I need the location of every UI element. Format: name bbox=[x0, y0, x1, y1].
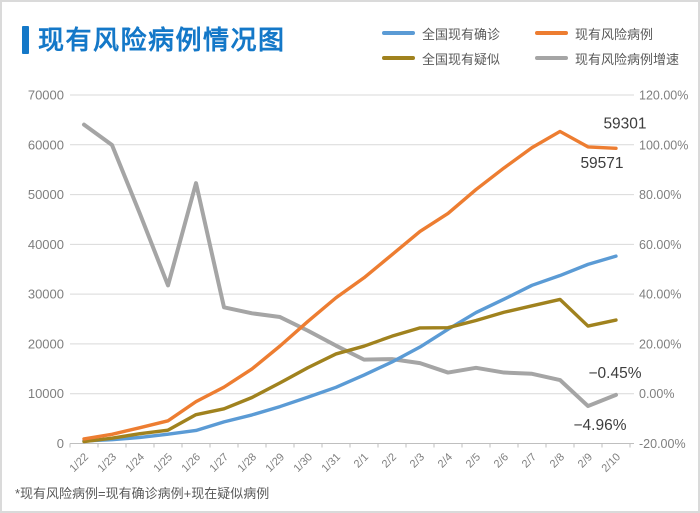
right-axis-tick-label: -20.00% bbox=[639, 437, 686, 451]
x-axis-tick-label: 2/6 bbox=[492, 451, 511, 470]
x-axis-tick-label: 1/26 bbox=[179, 451, 203, 475]
x-axis-tick-label: 1/30 bbox=[291, 451, 315, 475]
title-accent-bar bbox=[22, 26, 29, 54]
legend-label: 全国现有疑似 bbox=[422, 51, 501, 67]
legend-line-swatch bbox=[382, 31, 415, 35]
x-axis-tick-label: 2/1 bbox=[352, 451, 371, 470]
chart-legend: 全国现有确诊 现有风险病例全国现有疑似 现有风险病例增速 bbox=[382, 23, 698, 68]
data-label: −4.96% bbox=[573, 417, 626, 434]
data-label: 59301 bbox=[603, 115, 646, 132]
x-axis-tick-label: 1/24 bbox=[123, 451, 147, 475]
legend-item: 全国现有确诊 bbox=[382, 23, 535, 43]
right-axis-tick-label: 100.00% bbox=[639, 138, 688, 152]
legend-line-swatch bbox=[535, 31, 568, 35]
legend-label: 现有风险病例 bbox=[575, 26, 654, 42]
series-line bbox=[82, 254, 618, 443]
series-line bbox=[82, 129, 618, 441]
x-axis-tick-label: 2/10 bbox=[599, 451, 623, 475]
right-axis-tick-label: 40.00% bbox=[639, 288, 681, 302]
right-axis-tick-label: 60.00% bbox=[639, 238, 681, 252]
left-axis-tick-label: 30000 bbox=[28, 287, 64, 302]
chart-footnote: *现有风险病例=现有确诊病例+现在疑似病例 bbox=[15, 486, 270, 501]
left-axis-tick-label: 10000 bbox=[28, 386, 64, 401]
x-axis-tick-label: 2/8 bbox=[548, 451, 567, 470]
x-axis-tick-label: 1/22 bbox=[67, 451, 91, 475]
x-axis-tick-label: 1/29 bbox=[263, 451, 287, 475]
right-axis-tick-label: 80.00% bbox=[639, 188, 681, 202]
left-axis-tick-label: 70000 bbox=[28, 88, 64, 103]
left-axis-tick-label: 0 bbox=[57, 436, 64, 451]
x-axis-tick-label: 2/2 bbox=[380, 451, 399, 470]
chart-header: 现有风险病例情况图 bbox=[22, 24, 286, 56]
x-axis-tick-label: 1/27 bbox=[207, 451, 231, 475]
right-axis-tick-label: 120.00% bbox=[639, 89, 688, 103]
legend-line-swatch bbox=[382, 56, 415, 60]
x-axis-tick-label: 1/28 bbox=[235, 451, 259, 475]
legend-label: 全国现有确诊 bbox=[422, 26, 501, 42]
x-axis-tick-label: 2/3 bbox=[408, 451, 427, 470]
right-axis-tick-label: 20.00% bbox=[639, 337, 681, 351]
x-axis: 1/22 1/23 1/24 1/25 1/26 1/27 1/28 1/29 1/30 1/31… bbox=[67, 443, 631, 475]
legend-line-swatch bbox=[535, 56, 568, 60]
right-axis-tick-label: 0.00% bbox=[639, 387, 674, 401]
x-axis-tick-label: 2/4 bbox=[436, 451, 455, 470]
left-axis-tick-label: 60000 bbox=[28, 137, 64, 152]
x-axis-tick-label: 1/31 bbox=[319, 451, 343, 475]
legend-item: 现有风险病例增速 bbox=[535, 48, 698, 68]
page-title: 现有风险病例情况图 bbox=[38, 25, 286, 55]
x-axis-tick-label: 1/23 bbox=[95, 451, 119, 475]
data-label: −0.45% bbox=[588, 365, 641, 382]
left-axis-tick-label: 20000 bbox=[28, 336, 64, 351]
left-axis-tick-label: 40000 bbox=[28, 237, 64, 252]
series-line bbox=[82, 122, 618, 409]
data-label: 59571 bbox=[580, 155, 623, 172]
legend-item: 全国现有疑似 bbox=[382, 48, 535, 68]
legend-label: 现有风险病例增速 bbox=[575, 51, 680, 67]
series-line bbox=[82, 297, 618, 444]
x-axis-tick-label: 2/5 bbox=[464, 451, 483, 470]
x-axis-tick-label: 2/7 bbox=[520, 451, 539, 470]
x-axis-tick-label: 1/25 bbox=[151, 451, 175, 475]
gridlines: 70000 120.00% 60000 100.00% 50000 80.00% 40000… bbox=[28, 88, 689, 452]
x-axis-tick-label: 2/9 bbox=[576, 451, 595, 470]
legend-item: 现有风险病例 bbox=[535, 23, 698, 43]
left-axis-tick-label: 50000 bbox=[28, 187, 64, 202]
